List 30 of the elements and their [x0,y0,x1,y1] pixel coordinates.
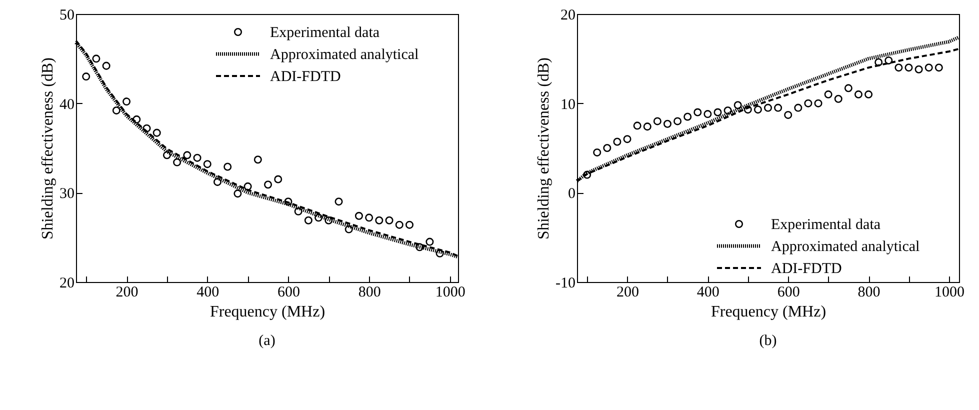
legend-label: Experimental data [270,25,380,41]
y-tick-label: -10 [556,276,576,292]
x-axis-title: Frequency (MHz) [710,304,826,320]
y-axis-title: Shielding effectiveness (dB) [40,58,56,240]
x-tick-label: 400 [696,284,720,300]
y-tick-label: 50 [60,8,74,24]
legend-label: ADI-FDTD [771,261,842,277]
y-tick-label: 10 [560,96,576,113]
y-tick-label: 0 [568,186,576,202]
legend-label: Experimental data [771,217,881,233]
x-tick-label: 600 [777,284,800,300]
x-tick-label: 800 [358,284,381,300]
x-tick-label: 600 [277,284,300,300]
x-tick-label: 200 [616,284,640,300]
y-axis-title: Shielding effectiveness (dB) [536,58,553,240]
legend-label: Approximated analytical [771,239,920,255]
x-tick-label: 200 [116,284,138,300]
x-axis-title: Frequency (MHz) [210,304,326,320]
x-tick-label: 1000 [435,284,466,300]
legend-label: Approximated analytical [270,47,419,63]
y-tick-label: 40 [60,96,74,113]
y-tick-label: 20 [60,276,74,292]
x-tick-label: 800 [858,284,880,300]
y-tick-label: 20 [560,8,576,24]
x-tick-label: 400 [196,284,220,300]
text: (b) [759,333,777,349]
x-tick-label: 1000 [934,284,964,300]
legend-label: ADI-FDTD [270,69,341,85]
text: (a) [258,333,276,349]
y-tick-label: 30 [60,186,74,202]
